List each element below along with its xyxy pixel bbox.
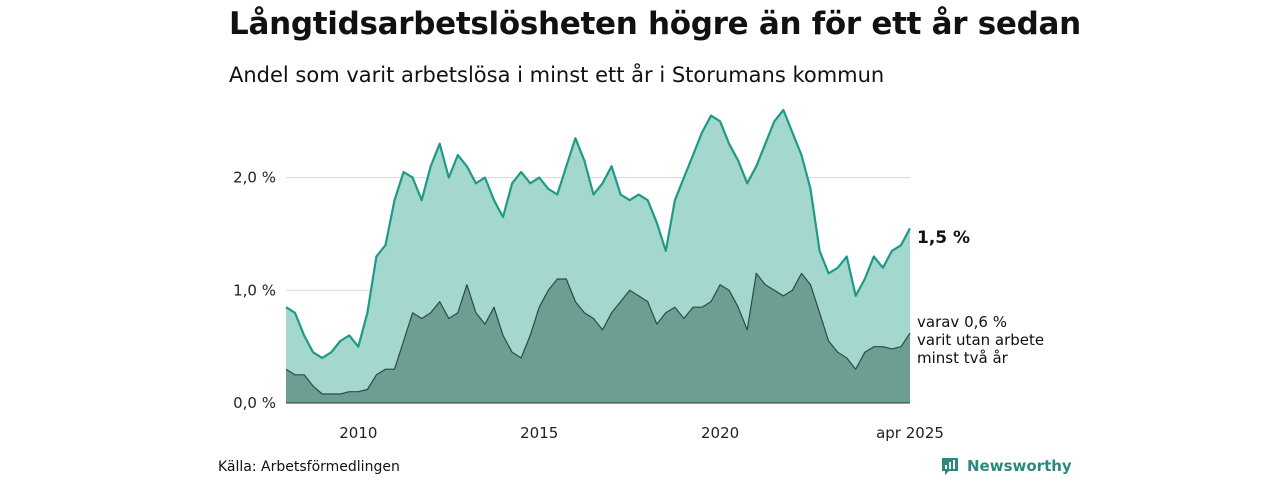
newsworthy-logo-icon — [942, 458, 958, 475]
area-chart: 0,0 % 1,0 % 2,0 % 2010 2015 2020 apr 2025 1,5 … — [233, 108, 1044, 442]
chart-title: Långtidsarbetslösheten högre än för ett … — [229, 6, 1081, 42]
plot-area — [285, 108, 911, 403]
x-tick-label: 2020 — [701, 424, 739, 442]
series-line-2 — [285, 272, 911, 395]
source-note: Källa: Arbetsförmedlingen — [218, 459, 400, 475]
y-tick-label: 0,0 % — [233, 394, 276, 412]
x-tick-label: 2010 — [339, 424, 377, 442]
sub-series-end-label-line1: varav 0,6 % — [917, 313, 1007, 331]
x-tick-label: apr 2025 — [876, 424, 944, 442]
sub-series-end-label-line2: varit utan arbete — [917, 331, 1044, 349]
chart-subtitle: Andel som varit arbetslösa i minst ett å… — [229, 63, 885, 87]
x-tick-label: 2015 — [520, 424, 558, 442]
y-tick-label: 2,0 % — [233, 169, 276, 187]
end-labels: 1,5 % varav 0,6 % varit utan arbete mins… — [917, 228, 1044, 367]
axes: 0,0 % 1,0 % 2,0 % 2010 2015 2020 apr 2025 — [233, 169, 944, 442]
brand-name: Newsworthy — [967, 457, 1072, 475]
y-tick-label: 1,0 % — [233, 281, 276, 299]
sub-series-end-label-line3: minst två år — [917, 349, 1009, 367]
main-series-end-label: 1,5 % — [917, 228, 970, 248]
series-line-1 — [285, 108, 911, 359]
series-area-2 — [286, 273, 910, 403]
brand-logo: Newsworthy — [940, 456, 1072, 476]
